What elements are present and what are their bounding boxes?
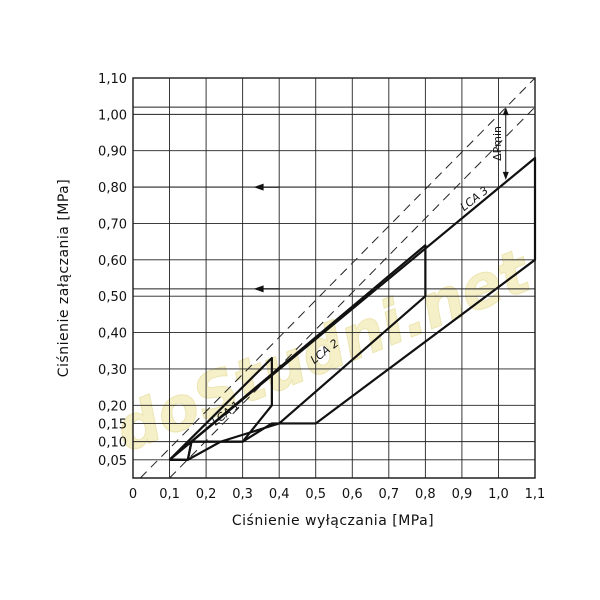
x-tick-label: 0: [129, 487, 137, 502]
y-tick-label: 0,60: [98, 254, 127, 269]
x-tick-label: 0,6: [342, 487, 363, 502]
y-tick-label: 0,90: [98, 145, 127, 160]
x-tick-label: 1,1: [525, 487, 546, 502]
y-tick-label: 0,15: [98, 417, 127, 432]
x-tick-label: 0,4: [269, 487, 290, 502]
y-tick-label: 1,10: [98, 72, 127, 87]
y-tick-label: 0,70: [98, 217, 127, 232]
x-tick-label: 0,2: [196, 487, 217, 502]
y-tick-label: 1,00: [98, 108, 127, 123]
reference-line: [139, 77, 536, 479]
x-tick-label: 0,5: [305, 487, 326, 502]
delta-arrow-bottom: [502, 171, 509, 180]
series-line: [168, 156, 537, 461]
delta-label: ΔPmin: [491, 126, 504, 161]
tick-labels: 0 0,1 0,2 0,3 0,4 0,5 0,6 0,7 0,8 0,9 1,0 1,1 0,05 0,…: [98, 72, 545, 502]
y-tick-label: 0,40: [98, 327, 127, 342]
y-tick-label: 0,50: [98, 290, 127, 305]
arrow-head: [253, 285, 264, 293]
y-tick-label: 0,30: [98, 363, 127, 378]
y-tick-label: 0,80: [98, 181, 127, 196]
x-tick-label: 0,1: [159, 487, 180, 502]
x-tick-label: 0,3: [232, 487, 253, 502]
reference-lines: [139, 77, 536, 479]
delta-arrow-top: [502, 107, 509, 116]
arrow-head: [253, 183, 264, 191]
y-axis-title: Ciśnienie załączania [MPa]: [56, 179, 72, 377]
x-tick-label: 0,9: [452, 487, 473, 502]
y-tick-label: 0,05: [98, 454, 127, 469]
x-tick-label: 0,7: [378, 487, 399, 502]
reference-line: [169, 106, 536, 479]
y-tick-label: 0,20: [98, 399, 127, 414]
x-tick-label: 1,0: [488, 487, 509, 502]
annotations-layer: ΔPmin: [133, 106, 535, 293]
x-tick-label: 0,8: [415, 487, 436, 502]
y-tick-label: 0,10: [98, 436, 127, 451]
x-axis-title: Ciśnienie wyłączania [MPa]: [232, 513, 434, 529]
